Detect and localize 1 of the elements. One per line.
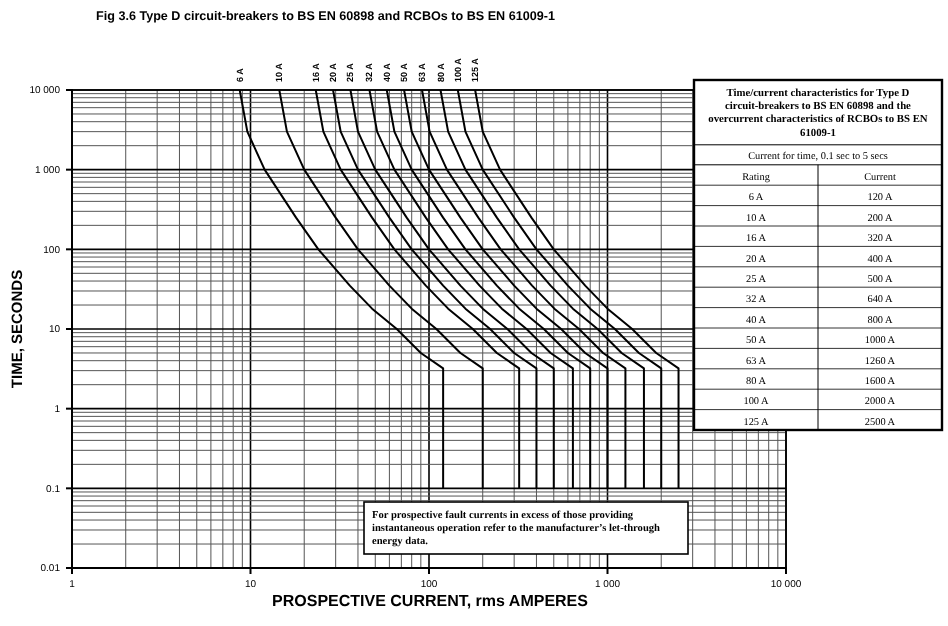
x-axis-title: PROSPECTIVE CURRENT, rms AMPERES (272, 592, 590, 610)
